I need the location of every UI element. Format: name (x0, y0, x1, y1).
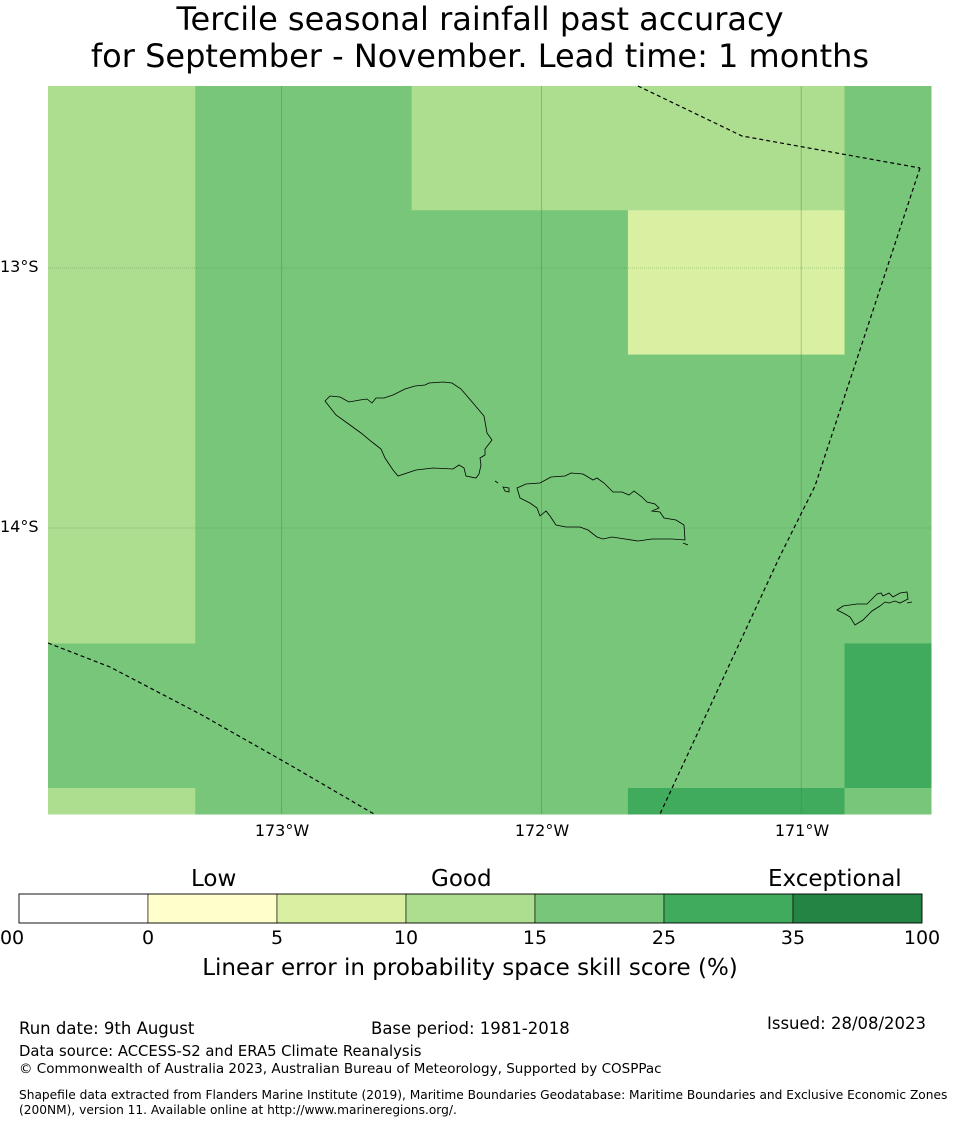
eez-boundary-north (637, 85, 921, 169)
lat-label-13s: 13°S (0, 257, 39, 276)
lat-label-14s: 14°S (0, 517, 39, 536)
tutuila-island (836, 591, 909, 626)
category-exceptional: Exceptional (768, 866, 902, 892)
skill-cell-7 (627, 210, 846, 356)
skill-cell-8 (627, 354, 846, 789)
skill-cell-6 (627, 86, 846, 211)
manono-islet (502, 486, 510, 493)
issued-date: Issued: 28/08/2023 (767, 1014, 927, 1033)
category-low: Low (191, 866, 237, 892)
skill-cell-1 (48, 643, 196, 789)
shapefile-credit: Shapefile data extracted from Flanders M… (19, 1088, 948, 1117)
colorbar-outline (18, 893, 923, 924)
colorbar-swatch-6 (792, 893, 923, 924)
colorbar (18, 893, 923, 924)
skill-cell-3 (195, 86, 413, 815)
cbar-tick: 10 (393, 927, 419, 949)
colorbar-swatch-1 (147, 893, 278, 924)
copyright: © Commonwealth of Australia 2023, Austra… (19, 1061, 662, 1077)
cbar-tick: 100 (903, 927, 941, 949)
eez-boundary-southwest (47, 642, 375, 815)
lon-label-172w: 172°W (514, 821, 570, 840)
gridlines (48, 86, 931, 814)
base-period: Base period: 1981-2018 (371, 1019, 570, 1038)
lon-label-171w: 171°W (774, 821, 830, 840)
apolima-islet (494, 480, 499, 484)
run-date: Run date: 9th August (19, 1019, 195, 1038)
skill-cell-0 (48, 86, 196, 644)
data-source: Data source: ACCESS-S2 and ERA5 Climate … (19, 1043, 422, 1060)
skill-cell-10 (844, 86, 932, 644)
colorbar-swatch-5 (663, 893, 794, 924)
coastlines (324, 381, 913, 626)
map-title-line-1: Tercile seasonal rainfall past accuracy (176, 0, 784, 38)
lon-label-173w: 173°W (254, 821, 310, 840)
cbar-tick: 35 (780, 927, 806, 949)
colorbar-swatch-2 (276, 893, 407, 924)
cbar-tick: 5 (270, 927, 284, 949)
aunuu-islet (906, 601, 913, 604)
category-good: Good (431, 866, 492, 892)
eez-boundaries (47, 85, 921, 815)
upolu-island (516, 472, 686, 542)
skill-cell-4 (411, 86, 629, 211)
skill-cell-12 (844, 788, 932, 815)
cbar-tick: 15 (522, 927, 548, 949)
skill-grid (48, 86, 932, 815)
skill-cell-11 (844, 643, 932, 789)
cbar-tick: -100 (0, 927, 25, 949)
cbar-tick: 25 (651, 927, 677, 949)
eez-boundary-east (659, 167, 921, 815)
cbar-tick: 0 (141, 927, 155, 949)
skill-cell-9 (627, 788, 846, 815)
skill-cell-2 (48, 788, 196, 815)
colorbar-swatch-3 (405, 893, 536, 924)
savaii-island (324, 381, 493, 479)
colorbar-label: Linear error in probability space skill … (202, 955, 738, 981)
upolu-tip (682, 542, 689, 546)
map-title-line-2: for September - November. Lead time: 1 m… (90, 37, 870, 75)
skill-cell-5 (411, 210, 629, 815)
colorbar-swatch-0 (18, 893, 149, 924)
colorbar-swatch-4 (534, 893, 665, 924)
